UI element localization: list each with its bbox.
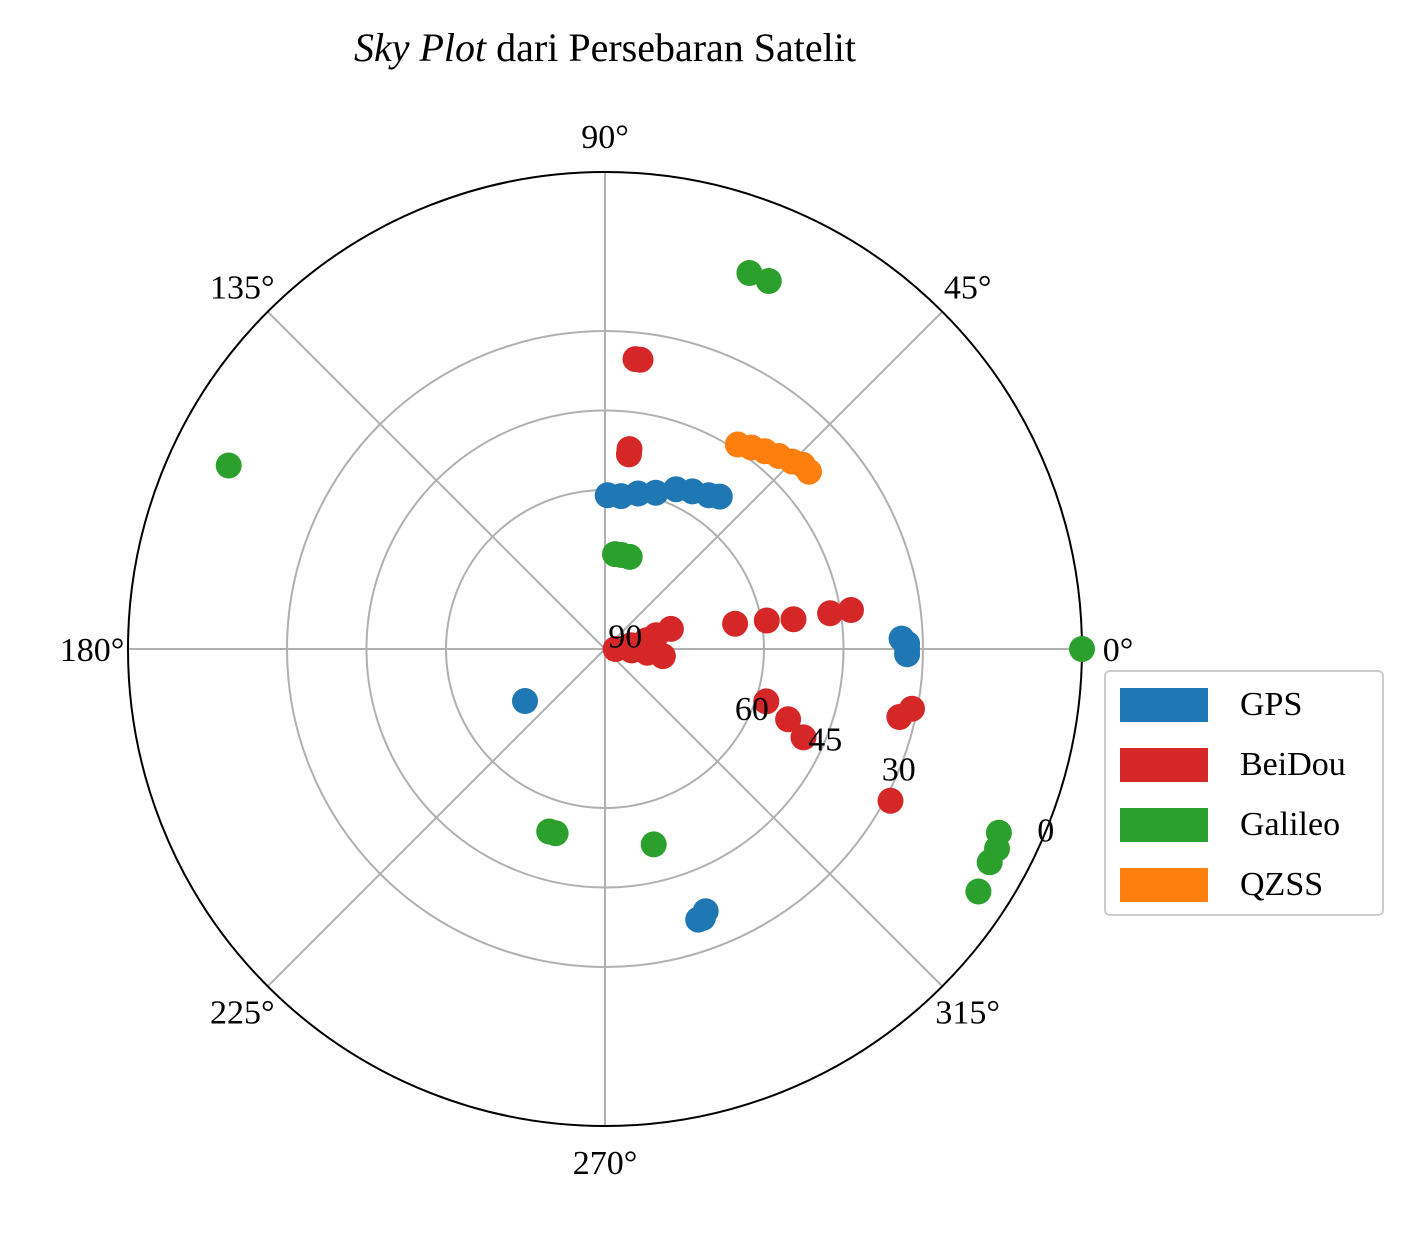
legend-swatch [1120, 868, 1208, 902]
labels-layer: 0° 45° 90° 135° 180° 225° 270° 315° 90 60 45 30 0 [60, 119, 1134, 1182]
point-galileo [977, 849, 1003, 875]
point-beidou [722, 611, 748, 637]
point-gps [685, 907, 711, 933]
r-tick-label: 90 [608, 618, 642, 655]
point-beidou [628, 347, 654, 373]
r-tick-label: 60 [735, 691, 769, 728]
point-galileo [756, 268, 782, 294]
theta-tick-label: 315° [935, 995, 1000, 1032]
theta-tick-label: 270° [573, 1145, 638, 1182]
legend-swatch [1120, 748, 1208, 782]
point-galileo [216, 453, 242, 479]
legend-swatch [1120, 808, 1208, 842]
theta-tick-label: 135° [210, 269, 275, 306]
point-gps [707, 484, 733, 510]
r-tick-label: 45 [808, 721, 842, 758]
legend-swatch [1120, 688, 1208, 722]
theta-tick-label: 180° [60, 632, 125, 669]
point-beidou [781, 606, 807, 632]
point-galileo [1069, 636, 1095, 662]
legend-label: GPS [1240, 686, 1302, 724]
point-galileo [543, 820, 569, 846]
point-beidou [754, 608, 780, 634]
r-tick-label: 0 [1037, 813, 1054, 850]
point-beidou [617, 436, 643, 462]
point-beidou [878, 788, 904, 814]
legend-label: QZSS [1240, 866, 1323, 904]
point-qzss [796, 459, 822, 485]
legend-label: Galileo [1240, 806, 1340, 844]
r-tick-label: 30 [882, 752, 916, 789]
point-galileo [965, 879, 991, 905]
theta-tick-label: 90° [581, 119, 629, 156]
point-galileo [617, 544, 643, 570]
points-layer [216, 260, 1095, 933]
point-gps [894, 641, 920, 667]
point-beidou [838, 597, 864, 623]
point-beidou [899, 696, 925, 722]
point-galileo [641, 831, 667, 857]
legend-label: BeiDou [1240, 746, 1346, 784]
theta-tick-label: 0° [1103, 632, 1134, 669]
legend: GPS BeiDou Galileo QZSS [1104, 670, 1384, 916]
theta-tick-label: 225° [210, 995, 275, 1032]
point-gps [512, 688, 538, 714]
theta-tick-label: 45° [944, 269, 992, 306]
point-beidou [650, 643, 676, 669]
point-beidou [658, 616, 684, 642]
